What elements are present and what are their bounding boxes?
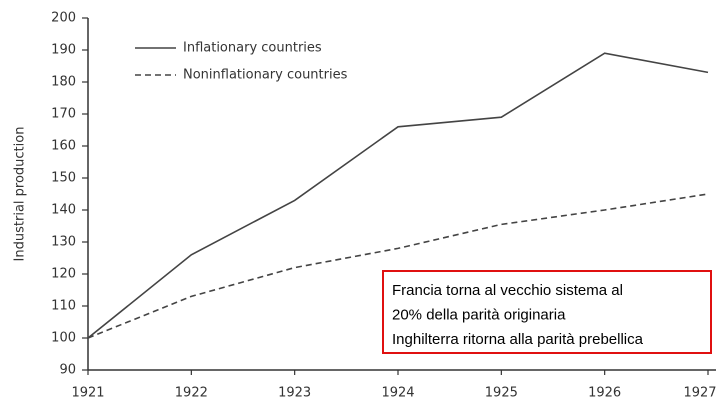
y-tick-label: 100	[51, 331, 76, 346]
y-tick-label: 120	[51, 267, 76, 282]
annotation-text: 20% della parità originaria	[392, 306, 566, 323]
annotation-text: Inghilterra ritorna alla parità prebelli…	[392, 331, 644, 348]
x-tick-label: 1925	[485, 386, 518, 401]
y-tick-label: 130	[51, 235, 76, 250]
y-tick-label: 190	[51, 43, 76, 58]
annotation-box	[382, 270, 712, 354]
y-tick-label: 160	[51, 139, 76, 154]
legend-label: Noninflationary countries	[183, 68, 348, 83]
y-tick-label: 110	[51, 299, 76, 314]
y-axis-label: Industrial production	[13, 127, 28, 262]
x-tick-label: 1922	[175, 386, 208, 401]
series-line	[87, 193, 709, 339]
x-tick-label: 1926	[588, 386, 621, 401]
y-tick-label: 90	[59, 363, 76, 378]
legend-label: Inflationary countries	[183, 41, 322, 56]
x-tick-label: 1923	[278, 386, 311, 401]
y-tick-label: 170	[51, 107, 76, 122]
series-line	[87, 52, 709, 339]
y-tick-label: 200	[51, 11, 76, 26]
y-tick-label: 150	[51, 171, 76, 186]
x-tick-label: 1927	[683, 386, 716, 401]
x-tick-label: 1924	[381, 386, 414, 401]
annotation-text: Francia torna al vecchio sistema al	[392, 282, 623, 299]
x-tick-label: 1921	[71, 386, 104, 401]
y-tick-label: 140	[51, 203, 76, 218]
y-tick-label: 180	[51, 75, 76, 90]
